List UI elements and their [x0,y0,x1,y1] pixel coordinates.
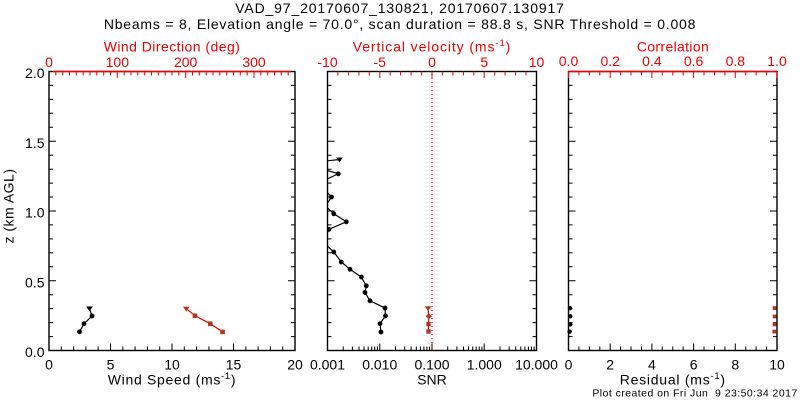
svg-text:0.100: 0.100 [414,357,449,373]
svg-text:0.4: 0.4 [642,53,662,69]
svg-text:10: 10 [769,357,785,373]
svg-text:2.0: 2.0 [25,65,45,81]
svg-text:10: 10 [529,54,545,70]
svg-text:Nbeams = 8, Elevation angle =: Nbeams = 8, Elevation angle = 70.0°, sca… [104,16,696,32]
svg-text:Plot created on Fri Jun 9 23:: Plot created on Fri Jun 9 23:50:34 2017 [592,388,797,400]
svg-text:-10: -10 [317,54,337,70]
svg-text:0.0: 0.0 [25,344,45,360]
svg-text:1.0: 1.0 [25,205,45,221]
svg-text:z (km AGL): z (km AGL) [1,168,17,243]
svg-text:0.0: 0.0 [559,53,579,69]
svg-text:Correlation: Correlation [637,39,709,55]
svg-text:2: 2 [606,357,614,373]
svg-text:0: 0 [45,54,53,70]
svg-text:SNR: SNR [417,372,447,388]
svg-text:0.2: 0.2 [600,53,620,69]
svg-text:5: 5 [480,54,488,70]
svg-text:15: 15 [226,357,242,373]
svg-text:-5: -5 [374,54,387,70]
svg-text:VAD_97_20170607_130821, 201706: VAD_97_20170607_130821, 20170607.130917 [235,0,565,16]
svg-text:8: 8 [731,357,739,373]
svg-text:1.5: 1.5 [25,135,45,151]
svg-text:Wind Direction (deg): Wind Direction (deg) [104,39,241,55]
svg-text:20: 20 [287,357,303,373]
svg-text:Residual (ms-1): Residual (ms-1) [620,371,726,388]
svg-text:0.8: 0.8 [726,53,746,69]
svg-text:0: 0 [565,357,573,373]
svg-text:0.5: 0.5 [25,274,45,290]
svg-text:6: 6 [690,357,698,373]
svg-text:10: 10 [164,357,180,373]
svg-text:0.001: 0.001 [310,357,345,373]
svg-text:1.000: 1.000 [467,357,502,373]
svg-text:0.010: 0.010 [362,357,397,373]
svg-text:100: 100 [106,54,130,70]
svg-text:Wind Speed (ms-1): Wind Speed (ms-1) [108,371,237,388]
svg-text:300: 300 [242,54,266,70]
svg-text:0: 0 [45,357,53,373]
svg-text:5: 5 [107,357,115,373]
svg-text:4: 4 [648,357,656,373]
svg-text:1.0: 1.0 [767,53,787,69]
svg-text:200: 200 [174,54,198,70]
svg-text:0.6: 0.6 [684,53,704,69]
svg-text:Vertical velocity (ms-1): Vertical velocity (ms-1) [353,38,511,55]
svg-text:0: 0 [428,54,436,70]
svg-text:10.000: 10.000 [515,357,558,373]
